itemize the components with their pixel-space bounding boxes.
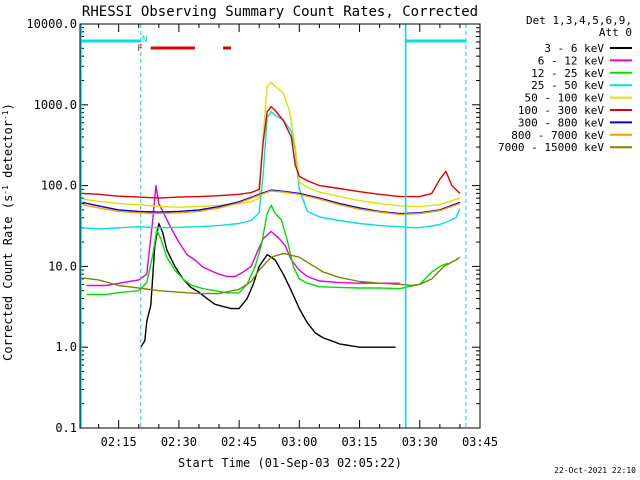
legend-label-0: 3 - 6 keV bbox=[544, 42, 604, 55]
series-line-5 bbox=[82, 105, 461, 199]
x-tick-label-2: 02:45 bbox=[221, 435, 257, 449]
y-tick-label-0: 0.1 bbox=[55, 421, 77, 435]
series-line-2 bbox=[86, 204, 449, 296]
x-tick-label-4: 03:15 bbox=[341, 435, 377, 449]
y-tick-label-3: 100.0 bbox=[41, 179, 77, 193]
series-line-0 bbox=[140, 222, 396, 348]
y-tick-label-2: 10.0 bbox=[48, 259, 77, 273]
x-tick-label-3: 03:00 bbox=[281, 435, 317, 449]
x-axis-label: Start Time (01-Sep-03 02:05:22) bbox=[178, 456, 402, 470]
series-line-7 bbox=[82, 190, 461, 216]
x-tick-label-5: 03:30 bbox=[402, 435, 438, 449]
x-axis-ticks: 02:15 02:30 02:45 03:00 03:15 03:30 03:45 bbox=[98, 24, 498, 449]
y-axis-label: Corrected Count Rate (s-1 detector-1) bbox=[1, 103, 16, 361]
time-markers bbox=[80, 24, 467, 428]
legend-label-5: 100 - 300 keV bbox=[518, 104, 604, 117]
x-tick-label-6: 03:45 bbox=[462, 435, 498, 449]
legend-label-6: 300 - 800 keV bbox=[518, 116, 604, 129]
timestamp-annotation: 22-Oct-2021 22:10 bbox=[554, 466, 636, 475]
series-line-1 bbox=[86, 184, 400, 287]
x-tick-label-1: 02:30 bbox=[161, 435, 197, 449]
legend-header-line-2: Att 0 bbox=[599, 26, 632, 39]
legend-label-2: 12 - 25 keV bbox=[531, 67, 604, 80]
plot-area: NF bbox=[80, 24, 467, 428]
y-tick-label-5: 10000.0 bbox=[26, 17, 77, 31]
plot-frame bbox=[79, 23, 481, 429]
series-line-6 bbox=[82, 189, 461, 215]
y-tick-label-1: 1.0 bbox=[55, 340, 77, 354]
top-marker-f: F bbox=[137, 44, 142, 54]
legend-label-1: 6 - 12 keV bbox=[538, 54, 605, 67]
series-layer bbox=[82, 81, 461, 348]
legend-label-8: 7000 - 15000 keV bbox=[498, 141, 604, 154]
legend-label-4: 50 - 100 keV bbox=[525, 92, 605, 105]
x-tick-label-0: 02:15 bbox=[101, 435, 137, 449]
top-marker-n: N bbox=[142, 35, 147, 45]
top-status-bars: NF bbox=[80, 35, 466, 54]
legend-label-3: 25 - 50 keV bbox=[531, 79, 604, 92]
legend-label-7: 800 - 7000 keV bbox=[511, 129, 604, 142]
chart-title: RHESSI Observing Summary Count Rates, Co… bbox=[82, 4, 478, 20]
y-tick-label-4: 1000.0 bbox=[34, 98, 77, 112]
series-line-8 bbox=[82, 252, 461, 295]
legend-header-line-1: Det 1,3,4,5,6,9, bbox=[526, 14, 632, 27]
series-line-4 bbox=[82, 81, 461, 208]
